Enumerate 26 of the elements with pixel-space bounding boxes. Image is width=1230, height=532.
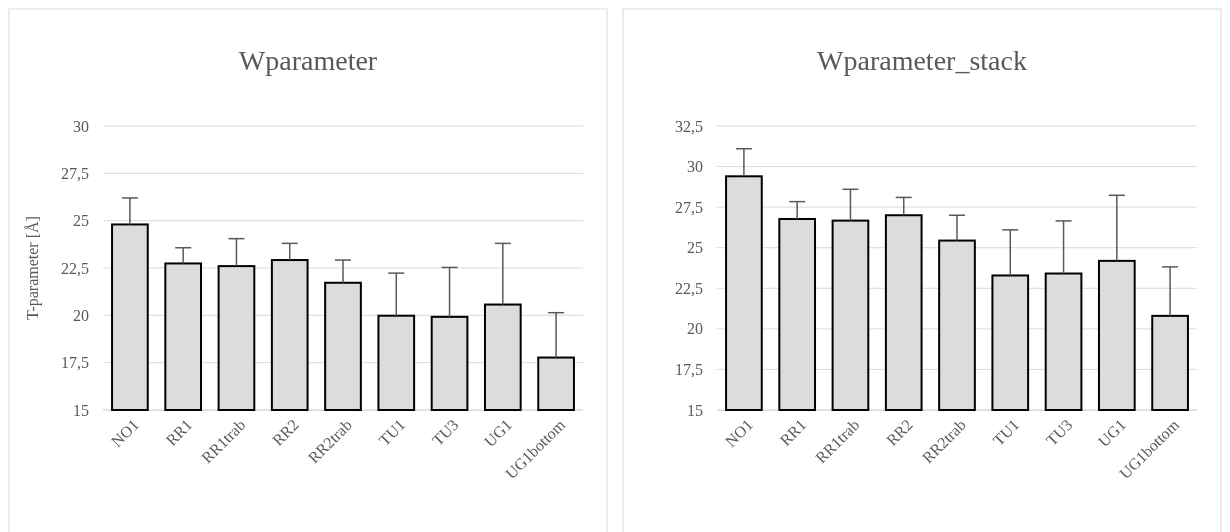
- y-tick-label: 20: [73, 306, 89, 324]
- y-tick-label: 17,5: [675, 361, 703, 379]
- y-tick-label: 15: [687, 401, 703, 419]
- x-tick-label: RR2: [269, 416, 302, 449]
- y-tick-label: 27,5: [61, 164, 89, 182]
- x-tick-label: TU1: [375, 416, 409, 449]
- x-tick-label: RR1: [162, 416, 196, 449]
- x-tick-label: RR2: [883, 416, 916, 449]
- y-tick-label: 30: [687, 158, 703, 176]
- x-tick-label: TU3: [428, 416, 462, 449]
- y-tick-label: 32,5: [675, 117, 703, 135]
- x-tick-label: TU1: [989, 416, 1023, 449]
- y-tick-label: 17,5: [61, 354, 89, 372]
- x-tick-label: RR1: [776, 416, 810, 449]
- chart-title: Wparameter_stack: [817, 45, 1027, 76]
- y-axis-title: T-parameter [Å]: [24, 216, 42, 320]
- y-tick-label: 27,5: [675, 198, 703, 216]
- y-tick-label: 15: [73, 401, 89, 419]
- chart-title: Wparameter: [238, 45, 378, 76]
- y-tick-label: 30: [73, 117, 89, 135]
- y-tick-label: 22,5: [61, 259, 89, 277]
- y-tick-label: 20: [687, 320, 703, 338]
- y-tick-label: 25: [73, 212, 89, 230]
- y-tick-label: 25: [687, 239, 703, 257]
- x-tick-label: TU3: [1042, 416, 1076, 449]
- y-tick-label: 22,5: [675, 279, 703, 297]
